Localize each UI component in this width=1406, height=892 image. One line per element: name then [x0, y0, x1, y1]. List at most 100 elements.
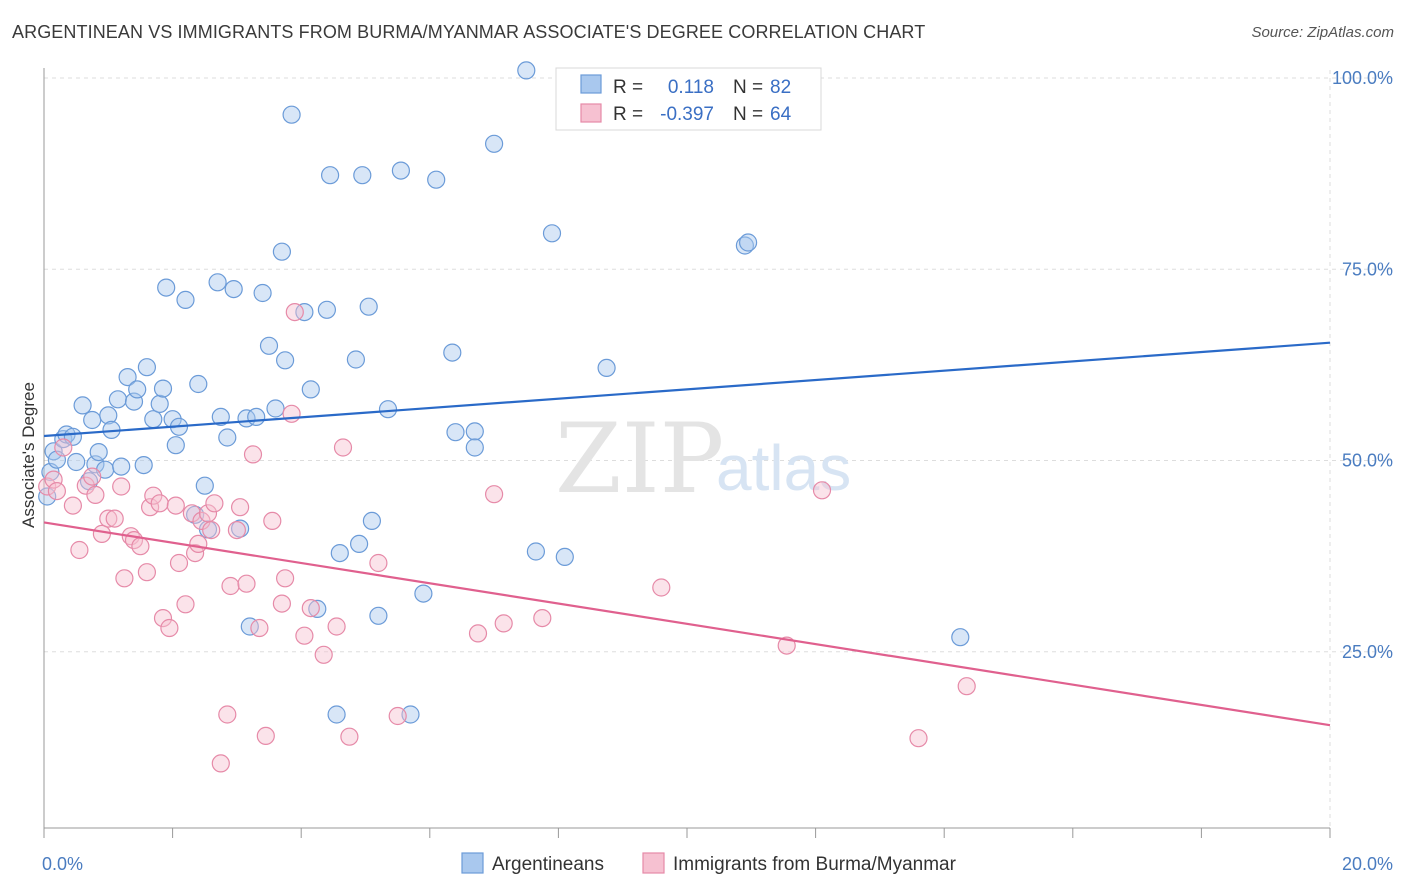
burma-myanmar-point — [192, 511, 211, 531]
burma-myanmar-point — [263, 511, 282, 531]
burma-myanmar-point — [44, 470, 63, 489]
y-axis-title: Associate's Degree — [19, 382, 38, 528]
burma-myanmar-point — [250, 618, 269, 638]
argentineans-point — [378, 400, 398, 419]
argentineans-point — [951, 628, 970, 647]
argentineans-point — [526, 542, 546, 561]
argentineans-point — [308, 599, 327, 619]
burma-myanmar-point — [340, 727, 359, 746]
argentineans-point — [189, 374, 208, 394]
burma-myanmar-point — [150, 494, 169, 513]
argentineans-point — [176, 290, 195, 309]
argentineans-point — [128, 380, 147, 399]
source-credit: Source: ZipAtlas.com — [1251, 24, 1394, 41]
argentineans-point — [153, 379, 173, 398]
burma-myanmar-point — [272, 594, 291, 613]
burma-myanmar-point — [189, 534, 208, 554]
burma-myanmar-point — [141, 498, 160, 517]
legend-n-label-1: N = — [733, 77, 763, 98]
burma-myanmar-point — [169, 553, 189, 573]
watermark: ZIP atlas — [555, 403, 851, 515]
burma-myanmar-point — [221, 576, 240, 596]
argentineans-point — [327, 705, 346, 724]
argentineans-point — [391, 161, 410, 180]
argentineans-point — [137, 358, 156, 377]
burma-myanmar-point — [76, 476, 95, 495]
trend-lines — [43, 341, 1331, 727]
argentineans-point — [321, 166, 340, 185]
bottom-legend-swatch-argentineans — [461, 852, 484, 874]
argentineans-point — [144, 410, 163, 429]
bottom-legend-label-burma: Immigrants from Burma/Myanmar — [673, 854, 957, 875]
series-burma-myanmar — [38, 303, 976, 773]
argentineans-point — [443, 343, 462, 362]
burma-myanmar-point — [314, 645, 333, 664]
y-tick-label: 25.0% — [1342, 642, 1393, 662]
burma-myanmar-point — [227, 520, 246, 540]
argentineans-point — [317, 300, 336, 319]
argentineans-point — [350, 534, 369, 554]
legend-swatch-blue — [580, 74, 602, 94]
gridlines — [44, 70, 1392, 828]
legend-n-label-2: N = — [733, 104, 763, 125]
burma-myanmar-point — [957, 677, 976, 696]
chart-title: ARGENTINEAN VS IMMIGRANTS FROM BURMA/MYA… — [12, 22, 926, 42]
burma-myanmar-point — [282, 404, 301, 423]
argentineans-point — [735, 236, 755, 255]
y-tick-label: 50.0% — [1342, 451, 1393, 471]
burma-myanmar-point — [285, 303, 304, 322]
y-tick-labels: 25.0% 50.0% 75.0% 100.0% — [1332, 68, 1393, 662]
argentineans-point — [150, 394, 169, 413]
burma-myanmar-point — [63, 496, 83, 515]
bottom-legend-label-argentineans: Argentineans — [492, 854, 604, 875]
argentineans-point — [253, 283, 272, 303]
argentineans-point — [427, 170, 446, 189]
burma-myanmar-point — [333, 438, 353, 457]
argentineans-point — [485, 134, 504, 153]
burma-myanmar-point — [218, 705, 237, 724]
burma-myanmar-point — [205, 494, 224, 513]
burma-myanmar-point — [92, 524, 112, 544]
argentineans-point — [218, 428, 237, 447]
argentineans-point — [359, 297, 378, 316]
burma-myanmar-point — [237, 574, 256, 593]
burma-myanmar-point — [812, 481, 832, 500]
legend-n-value-2: 64 — [770, 104, 792, 125]
argentineans-point — [301, 380, 320, 399]
trend-line-burma-myanmar — [43, 521, 1331, 727]
burma-myanmar-point — [47, 482, 67, 501]
burma-myanmar-point — [182, 504, 201, 523]
watermark-zip: ZIP — [555, 403, 724, 515]
argentineans-point — [555, 547, 574, 567]
argentineans-point — [247, 407, 266, 426]
argentineans-point — [195, 476, 214, 495]
burma-myanmar-point — [256, 726, 275, 746]
argentineans-point — [346, 350, 365, 369]
argentineans-point — [259, 336, 279, 355]
burma-myanmar-point — [276, 569, 295, 588]
axes — [43, 68, 1331, 838]
burma-myanmar-point — [86, 485, 105, 504]
argentineans-point — [465, 438, 484, 457]
argentineans-point — [89, 443, 108, 462]
argentineans-point — [208, 273, 227, 292]
burma-myanmar-point — [295, 626, 314, 645]
burma-myanmar-point — [485, 485, 504, 504]
argentineans-point — [597, 358, 616, 377]
burma-myanmar-point — [166, 496, 185, 515]
burma-myanmar-point — [231, 498, 250, 517]
watermark-atlas: atlas — [716, 432, 851, 504]
argentineans-point — [517, 61, 536, 80]
burma-myanmar-point — [115, 569, 134, 588]
argentineans-point — [99, 406, 118, 425]
argentineans-point — [542, 224, 562, 243]
legend-n-value-1: 82 — [770, 77, 791, 98]
burma-myanmar-point — [777, 636, 796, 655]
burma-myanmar-point — [176, 595, 195, 614]
burma-myanmar-point — [144, 486, 163, 505]
argentineans-point — [353, 166, 372, 185]
argentineans-point — [240, 617, 259, 636]
legend-r-value-2: -0.397 — [660, 104, 714, 125]
legend-swatch-pink — [580, 103, 602, 123]
argentineans-point — [157, 278, 176, 297]
